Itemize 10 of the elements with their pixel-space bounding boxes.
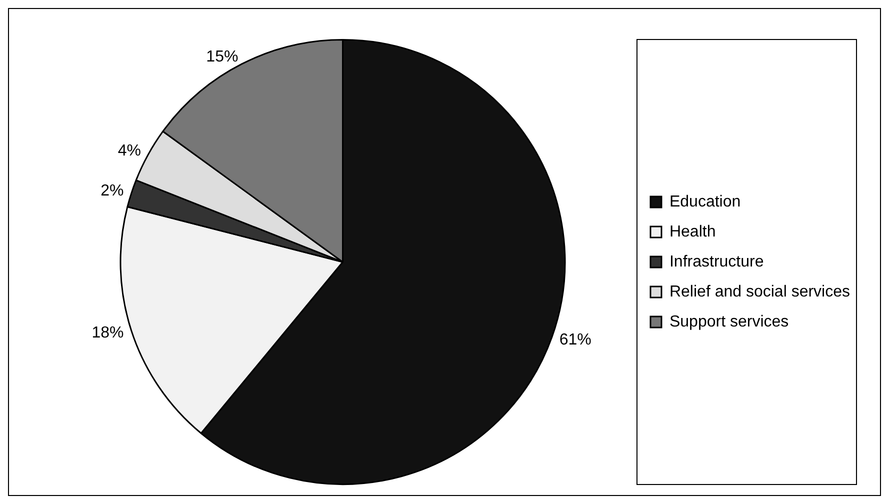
data-label: 61% [559, 331, 592, 348]
legend-label: Health [669, 223, 716, 240]
legend-label: Education [669, 193, 741, 210]
legend-label: Infrastructure [669, 253, 764, 270]
legend-label: Relief and social services [669, 283, 850, 300]
data-label: 15% [206, 48, 238, 66]
data-label: 4% [118, 142, 141, 160]
legend-label: Support services [669, 313, 789, 330]
data-label: 18% [92, 324, 124, 342]
data-label: 2% [100, 182, 124, 200]
